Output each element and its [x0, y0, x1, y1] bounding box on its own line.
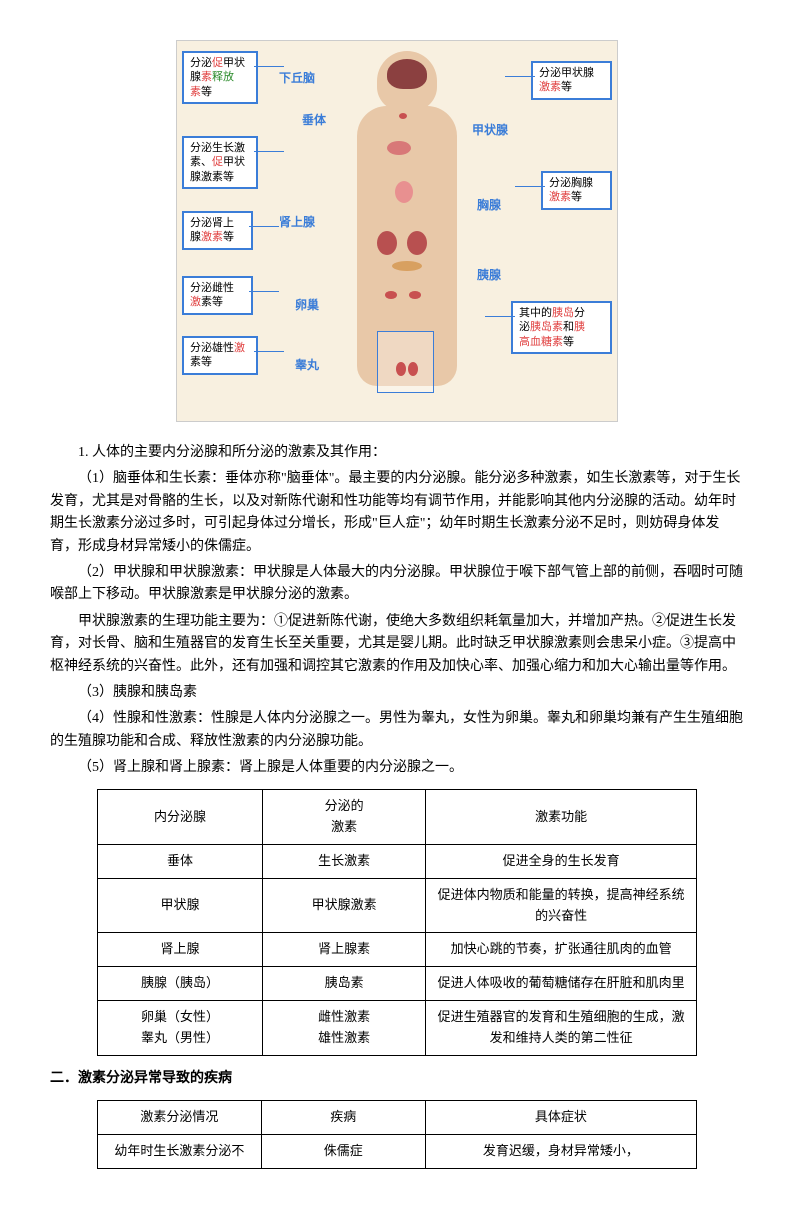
table-cell: 肾上腺素 — [262, 933, 425, 967]
endocrine-diagram: 分泌促甲状腺素释放素等分泌生长激素、促甲状腺激素等分泌肾上腺激素等分泌雌性激素等… — [176, 40, 618, 422]
table-cell: 肾上腺 — [98, 933, 263, 967]
table-cell: 促进生殖器官的发育和生殖细胞的生成，激发和维持人类的第二性征 — [426, 1001, 697, 1056]
label-box-left: 分泌促甲状腺素释放素等 — [182, 51, 258, 104]
table-cell: 促进体内物质和能量的转换，提高神经系统的兴奋性 — [426, 878, 697, 933]
table-cell: 卵巢（女性）睾丸（男性） — [98, 1001, 263, 1056]
table-cell: 甲状腺 — [98, 878, 263, 933]
organ-label: 下丘脑 — [279, 69, 315, 88]
label-box-left: 分泌肾上腺激素等 — [182, 211, 253, 250]
table-cell: 侏儒症 — [261, 1134, 425, 1168]
organ-label: 胸腺 — [477, 196, 501, 215]
table-row: 垂体生长激素促进全身的生长发育 — [98, 845, 697, 879]
label-box-left: 分泌雄性激素等 — [182, 336, 258, 375]
table-row: 胰腺（胰岛）胰岛素促进人体吸收的葡萄糖储存在肝脏和肌肉里 — [98, 967, 697, 1001]
table-cell: 胰腺（胰岛） — [98, 967, 263, 1001]
label-box-right: 其中的胰岛分泌胰岛素和胰高血糖素等 — [511, 301, 612, 354]
body-outline — [337, 51, 477, 411]
label-box-left: 分泌生长激素、促甲状腺激素等 — [182, 136, 258, 189]
organ-label: 肾上腺 — [279, 213, 315, 232]
label-box-left: 分泌雌性激素等 — [182, 276, 253, 315]
organ-label: 卵巢 — [295, 296, 319, 315]
organ-label: 甲状腺 — [472, 121, 508, 140]
label-box-right: 分泌甲状腺激素等 — [531, 61, 612, 100]
table-cell: 胰岛素 — [262, 967, 425, 1001]
table-cell: 发育迟缓，身材异常矮小， — [425, 1134, 696, 1168]
table-cell: 促进人体吸收的葡萄糖储存在肝脏和肌肉里 — [426, 967, 697, 1001]
para-4: 甲状腺激素的生理功能主要为：①促进新陈代谢，使绝大多数组织耗氧量加大，并增加产热… — [50, 611, 744, 678]
table-header: 内分泌腺 — [98, 790, 263, 845]
table-header: 激素分泌情况 — [98, 1101, 262, 1135]
para-3: （2）甲状腺和甲状腺激素：甲状腺是人体最大的内分泌腺。甲状腺位于喉下部气管上部的… — [50, 562, 744, 607]
label-box-right: 分泌胸腺激素等 — [541, 171, 612, 210]
table-cell: 生长激素 — [262, 845, 425, 879]
table-cell: 雌性激素雄性激素 — [262, 1001, 425, 1056]
table-cell: 垂体 — [98, 845, 263, 879]
table-cell: 加快心跳的节奏，扩张通往肌肉的血管 — [426, 933, 697, 967]
table-cell: 促进全身的生长发育 — [426, 845, 697, 879]
table-header: 具体症状 — [425, 1101, 696, 1135]
table-row: 幼年时生长激素分泌不侏儒症发育迟缓，身材异常矮小， — [98, 1134, 697, 1168]
organ-label: 胰腺 — [477, 266, 501, 285]
table-row: 卵巢（女性）睾丸（男性）雌性激素雄性激素促进生殖器官的发育和生殖细胞的生成，激发… — [98, 1001, 697, 1056]
table-cell: 甲状腺激素 — [262, 878, 425, 933]
para-7: （5）肾上腺和肾上腺素：肾上腺是人体重要的内分泌腺之一。 — [50, 757, 744, 779]
table-header: 激素功能 — [426, 790, 697, 845]
table-row: 肾上腺肾上腺素加快心跳的节奏，扩张通往肌肉的血管 — [98, 933, 697, 967]
para-6: （4）性腺和性激素：性腺是人体内分泌腺之一。男性为睾丸，女性为卵巢。睾丸和卵巢均… — [50, 708, 744, 753]
table-header: 疾病 — [261, 1101, 425, 1135]
table-row: 甲状腺甲状腺激素促进体内物质和能量的转换，提高神经系统的兴奋性 — [98, 878, 697, 933]
para-5: （3）胰腺和胰岛素 — [50, 682, 744, 704]
section-2-title: 二．激素分泌异常导致的疾病 — [50, 1068, 744, 1090]
table-cell: 幼年时生长激素分泌不 — [98, 1134, 262, 1168]
para-2: （1）脑垂体和生长素：垂体亦称"脑垂体"。最主要的内分泌腺。能分泌多种激素，如生… — [50, 468, 744, 558]
table-header: 分泌的激素 — [262, 790, 425, 845]
organ-label: 睾丸 — [295, 356, 319, 375]
hormone-table: 内分泌腺分泌的激素激素功能 垂体生长激素促进全身的生长发育甲状腺甲状腺激素促进体… — [97, 789, 697, 1055]
disease-table: 激素分泌情况疾病具体症状 幼年时生长激素分泌不侏儒症发育迟缓，身材异常矮小， — [97, 1100, 697, 1169]
organ-label: 垂体 — [302, 111, 326, 130]
para-1: 1. 人体的主要内分泌腺和所分泌的激素及其作用： — [50, 442, 744, 464]
